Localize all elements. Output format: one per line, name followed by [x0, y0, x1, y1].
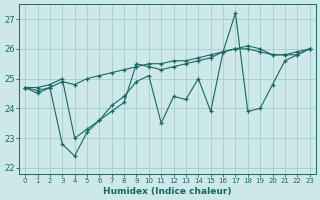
X-axis label: Humidex (Indice chaleur): Humidex (Indice chaleur) [103, 187, 232, 196]
